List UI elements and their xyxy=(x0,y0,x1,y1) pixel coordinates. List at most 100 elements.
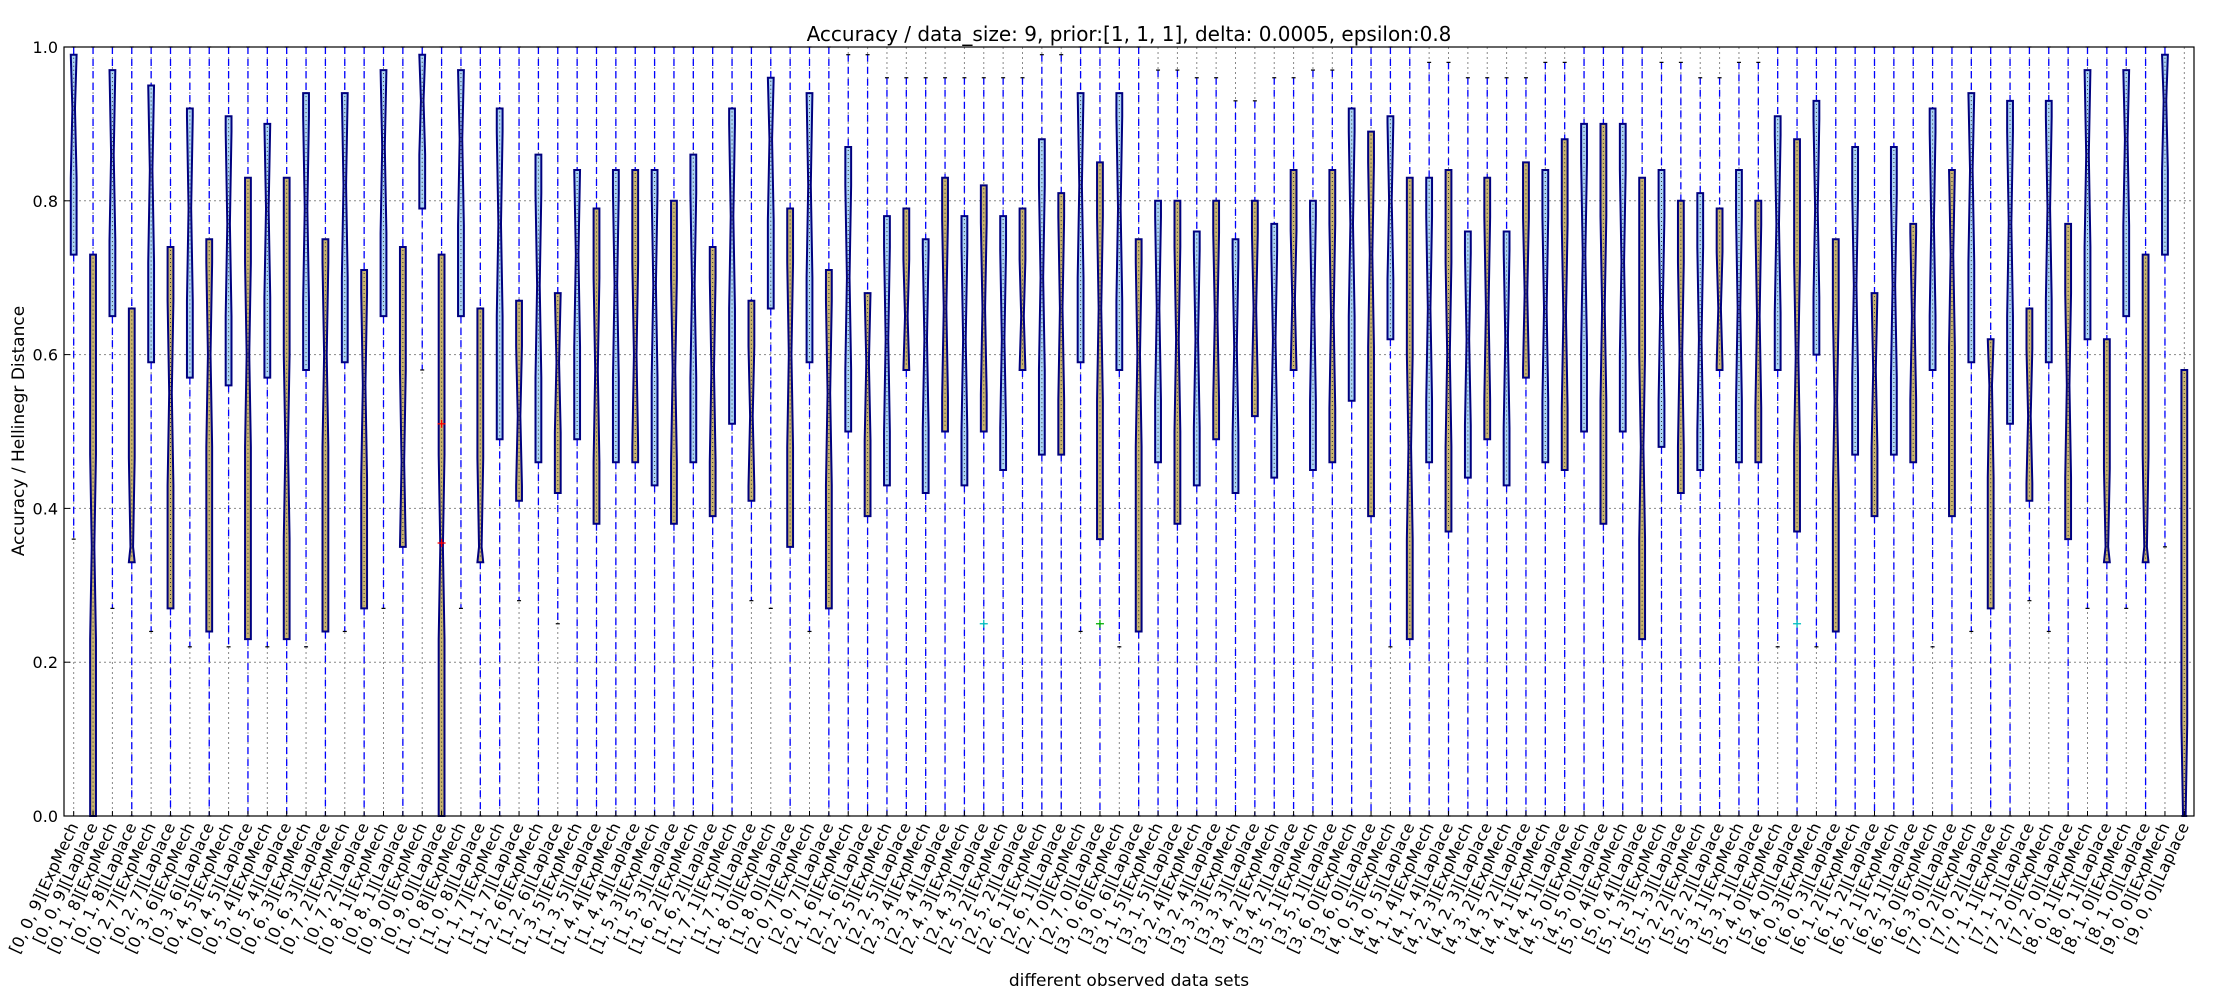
box-body xyxy=(360,269,369,610)
box-body xyxy=(824,269,833,610)
box-body xyxy=(224,115,233,387)
box-body xyxy=(592,207,601,525)
box-body xyxy=(1812,99,1821,356)
box-body xyxy=(844,145,853,433)
box-body xyxy=(1425,176,1434,464)
box-body xyxy=(1192,230,1201,487)
box-body xyxy=(437,253,446,817)
box-body xyxy=(573,169,582,441)
box-body xyxy=(1134,238,1143,633)
y-axis-label: Accuracy / Hellinegr Distance xyxy=(9,306,29,556)
box-body xyxy=(1889,145,1898,456)
box-body xyxy=(2044,99,2053,364)
box-body xyxy=(1715,207,1724,371)
box-body xyxy=(2141,253,2150,564)
box-body xyxy=(1115,92,1124,371)
box-body xyxy=(1928,107,1937,371)
y-tick-label: 0.4 xyxy=(33,499,58,518)
box-body xyxy=(1483,176,1492,441)
box-body xyxy=(786,207,795,548)
box-body xyxy=(1948,169,1956,518)
box-body xyxy=(418,53,427,210)
box-body xyxy=(1096,161,1104,541)
box-body xyxy=(1580,122,1588,433)
box-body xyxy=(941,176,949,433)
x-axis: [0, 0, 9][ExpMech[0, 0, 9][Laplace[0, 1,… xyxy=(5,811,2193,956)
box-body xyxy=(495,107,504,441)
box-body xyxy=(2025,307,2034,502)
box-body xyxy=(1754,199,1763,464)
box-body xyxy=(1502,230,1511,487)
box-body xyxy=(1037,138,1046,456)
box-body xyxy=(1773,115,1782,371)
box-body xyxy=(999,215,1008,471)
plot-area xyxy=(63,46,2195,817)
box-body xyxy=(1270,222,1279,479)
box-body xyxy=(1967,92,1976,364)
box-body xyxy=(1328,169,1337,464)
box-body xyxy=(708,245,717,518)
y-tick-label: 0.6 xyxy=(33,346,58,365)
box-body xyxy=(476,307,485,564)
box-body xyxy=(1018,207,1027,371)
box-body xyxy=(1347,107,1356,402)
box-body xyxy=(2064,222,2073,541)
chart-title: Accuracy / data_size: 9, prior:[1, 1, 1]… xyxy=(807,22,1452,46)
box-body xyxy=(1405,176,1414,641)
plot-frame xyxy=(63,46,2195,817)
y-axis: 0.0 0.2 0.4 0.6 0.8 1.0 xyxy=(33,38,70,826)
box-body xyxy=(302,92,310,371)
box-body xyxy=(89,253,97,817)
box-body xyxy=(1173,199,1182,525)
box-body xyxy=(1793,138,1801,533)
box-body xyxy=(805,92,814,364)
box-body xyxy=(1444,169,1453,533)
box-body xyxy=(321,238,330,633)
box-body xyxy=(902,207,911,371)
box-body xyxy=(1541,169,1550,464)
y-tick-label: 0.0 xyxy=(33,807,58,826)
box-body xyxy=(205,238,214,633)
y-tick-label: 0.2 xyxy=(33,653,58,672)
box-body xyxy=(689,153,698,464)
box-body xyxy=(650,169,659,487)
y-tick-label: 1.0 xyxy=(33,38,58,57)
x-axis-label: different observed data sets xyxy=(1009,971,1249,991)
box-body xyxy=(670,199,678,525)
box-body xyxy=(883,215,891,487)
box-body xyxy=(1154,199,1162,464)
box-body xyxy=(147,84,156,364)
box-body xyxy=(1638,176,1647,641)
boxes xyxy=(69,46,2189,817)
box-body xyxy=(282,176,291,641)
box-body xyxy=(263,122,272,379)
box-body xyxy=(2083,69,2092,341)
box-body xyxy=(1560,138,1569,471)
box-body xyxy=(1831,238,1840,633)
box-body xyxy=(1309,199,1317,471)
y-tick-label: 0.8 xyxy=(33,192,58,211)
box-body xyxy=(1231,238,1240,495)
box-body xyxy=(1735,169,1743,464)
box-body xyxy=(1057,192,1066,456)
box-body xyxy=(1367,130,1375,518)
box-body xyxy=(185,107,194,379)
box-body xyxy=(340,92,349,364)
box-body xyxy=(1618,122,1627,433)
box-body xyxy=(534,153,543,464)
box-body xyxy=(1986,338,1995,610)
box-body xyxy=(1657,169,1666,448)
box-body xyxy=(1676,199,1685,495)
box-body xyxy=(728,107,736,425)
box-body xyxy=(611,169,620,464)
box-body xyxy=(244,176,252,641)
box-body xyxy=(631,169,640,464)
box-body xyxy=(1851,145,1860,456)
box-body xyxy=(398,245,407,548)
box-body xyxy=(127,307,136,564)
box-body xyxy=(166,245,175,610)
box-body xyxy=(921,238,930,495)
box-body xyxy=(2006,99,2014,425)
box-body xyxy=(960,215,969,487)
